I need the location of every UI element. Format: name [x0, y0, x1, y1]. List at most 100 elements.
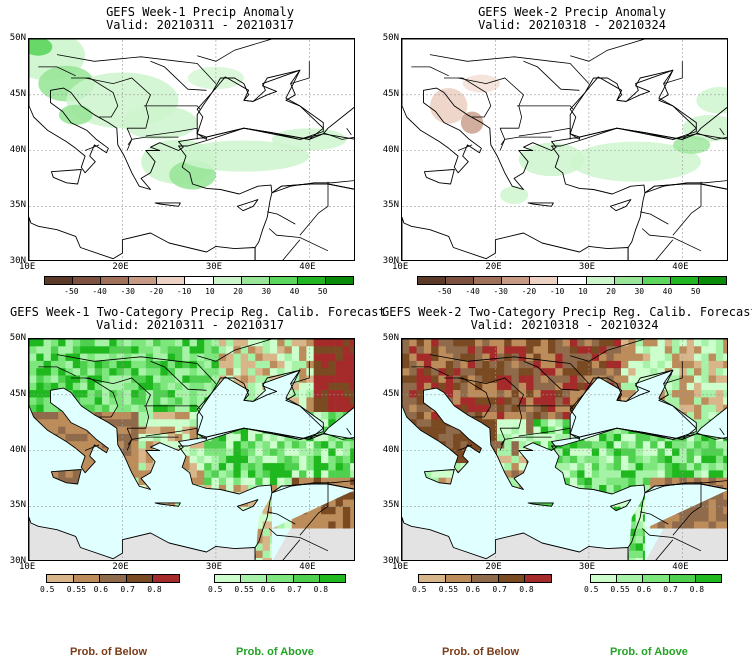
probability-cell: [664, 470, 673, 478]
probability-cell: [496, 339, 505, 347]
probability-cell: [701, 390, 709, 398]
country-border: [696, 132, 727, 140]
probability-cell: [650, 463, 658, 471]
probability-cell: [453, 339, 461, 347]
probability-cell: [321, 339, 329, 347]
lat-label: 45N: [9, 88, 26, 99]
probability-cell: [284, 448, 293, 457]
probability-cell: [548, 433, 556, 442]
probability-cell: [708, 470, 717, 478]
probability-cell: [153, 375, 161, 384]
probability-cell: [65, 433, 74, 442]
probability-cell: [43, 382, 52, 391]
probability-cell: [342, 492, 351, 500]
colorbar-tick-label: 40: [289, 287, 300, 296]
probability-cell: [291, 353, 300, 362]
probability-cell: [175, 426, 183, 435]
probability-cell: [189, 382, 198, 391]
probability-cell: [182, 346, 190, 354]
probability-cell: [518, 382, 527, 391]
probability-cell: [342, 339, 351, 347]
probability-cell: [189, 397, 198, 405]
probability-cell: [123, 360, 132, 369]
colorbar-tick-label: 0.8: [689, 585, 705, 594]
probability-cell: [50, 382, 59, 391]
probability-cell: [621, 382, 629, 391]
probability-cell: [628, 470, 636, 478]
probability-cell: [584, 463, 593, 471]
probability-cell: [548, 390, 556, 398]
probability-cell: [204, 390, 212, 398]
coastline: [423, 169, 455, 185]
probability-cell: [606, 433, 614, 442]
probability-cell: [350, 353, 354, 362]
probability-cell: [109, 375, 117, 384]
probability-cell: [431, 353, 439, 362]
probability-cell: [402, 346, 410, 354]
probability-cell: [445, 339, 454, 347]
coastline: [29, 216, 256, 260]
coastline: [527, 502, 554, 507]
probability-cell: [664, 441, 673, 449]
coastline: [402, 339, 727, 490]
probability-cell: [416, 412, 425, 420]
probability-cell: [218, 455, 227, 464]
probability-cell: [431, 433, 439, 442]
probability-cell: [694, 375, 702, 384]
colorbar-tick-label: 0.6: [636, 585, 652, 594]
colorbar-tick-label: 0.55: [610, 585, 630, 594]
probability-cell: [642, 477, 651, 486]
probability-cell: [628, 433, 636, 442]
probability-cell: [489, 404, 498, 413]
colorbar-swatch: [45, 277, 74, 284]
probability-cell: [672, 477, 680, 486]
probability-cell: [182, 368, 190, 376]
probability-cell: [189, 441, 198, 449]
probability-cell: [496, 433, 505, 442]
probability-cell: [489, 339, 498, 347]
probability-cell: [555, 339, 563, 347]
probability-cell: [123, 346, 132, 354]
probability-cell: [672, 353, 680, 362]
probability-cell: [196, 353, 205, 362]
probability-cell: [562, 426, 571, 435]
probability-cell: [167, 433, 176, 442]
probability-cell: [182, 448, 190, 457]
probability-cell: [123, 412, 132, 420]
probability-cell: [109, 419, 117, 427]
probability-cell: [138, 448, 147, 457]
probability-cell: [518, 404, 527, 413]
probability-cell: [569, 346, 578, 354]
probability-cell: [218, 448, 227, 457]
probability-cell: [43, 346, 52, 354]
probability-cell: [182, 404, 190, 413]
probability-cell: [708, 506, 717, 515]
probability-cell: [453, 426, 461, 435]
probability-cell: [577, 463, 585, 471]
probability-cell: [306, 360, 314, 369]
probability-cell: [715, 390, 724, 398]
probability-cell: [175, 412, 183, 420]
probability-cell: [211, 470, 220, 478]
probability-cell: [679, 390, 687, 398]
probability-cell: [686, 455, 695, 464]
probability-cell: [342, 514, 351, 522]
probability-cell: [145, 339, 154, 347]
probability-cell: [218, 485, 227, 493]
probability-cell: [423, 360, 432, 369]
probability-cell: [642, 433, 651, 442]
probability-cell: [642, 455, 651, 464]
probability-cell: [189, 477, 198, 486]
colorbar-tick-label: 0.6: [260, 585, 276, 594]
probability-cell: [335, 463, 344, 471]
probability-cell: [438, 353, 447, 362]
probability-cell: [248, 375, 256, 384]
probability-cell: [160, 390, 168, 398]
probability-cell: [475, 412, 483, 420]
probability-cell: [196, 390, 205, 398]
probability-cell: [599, 360, 607, 369]
probability-cell: [94, 339, 103, 347]
probability-cell: [167, 441, 176, 449]
probability-cell: [226, 368, 234, 376]
probability-cell: [335, 382, 344, 391]
